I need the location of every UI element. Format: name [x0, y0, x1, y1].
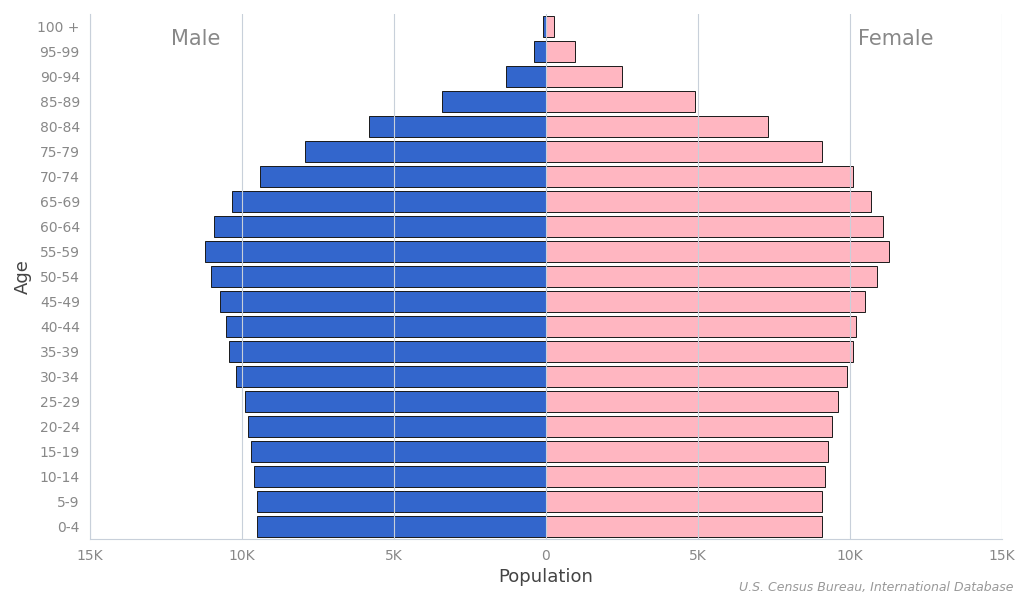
Bar [248, 416, 545, 437]
Bar [545, 266, 877, 287]
Y-axis label: Age: Age [13, 259, 32, 294]
Bar [205, 241, 545, 262]
Bar [545, 316, 856, 337]
Bar [369, 116, 545, 137]
Bar [545, 441, 828, 462]
Bar [543, 16, 545, 37]
Bar [545, 391, 838, 412]
Bar [254, 466, 545, 487]
Bar [211, 266, 545, 287]
Bar [306, 141, 545, 162]
Bar [545, 241, 889, 262]
Bar [545, 466, 825, 487]
Bar [236, 366, 545, 387]
Text: Female: Female [857, 29, 933, 49]
X-axis label: Population: Population [498, 568, 593, 586]
Bar [245, 391, 545, 412]
Bar [257, 491, 545, 512]
Bar [545, 491, 822, 512]
Bar [214, 216, 545, 237]
Bar [220, 291, 545, 312]
Bar [545, 16, 555, 37]
Bar [545, 366, 847, 387]
Bar [545, 66, 622, 87]
Bar [545, 91, 695, 112]
Bar [545, 216, 883, 237]
Bar [226, 316, 545, 337]
Bar [545, 516, 822, 537]
Bar [545, 291, 865, 312]
Bar [257, 516, 545, 537]
Bar [534, 41, 545, 62]
Bar [251, 441, 545, 462]
Bar [545, 41, 574, 62]
Bar [545, 166, 853, 187]
Bar [545, 416, 831, 437]
Bar [229, 341, 545, 362]
Bar [545, 116, 768, 137]
Bar [545, 341, 853, 362]
Text: U.S. Census Bureau, International Database: U.S. Census Bureau, International Databa… [739, 581, 1014, 594]
Bar [545, 141, 822, 162]
Bar [233, 191, 545, 212]
Bar [442, 91, 545, 112]
Bar [545, 191, 871, 212]
Bar [506, 66, 545, 87]
Bar [260, 166, 545, 187]
Text: Male: Male [171, 29, 220, 49]
